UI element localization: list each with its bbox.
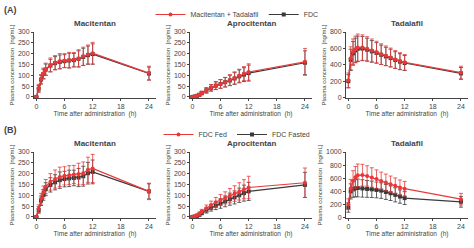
- svg-text:18: 18: [117, 103, 125, 110]
- svg-text:Time after administration (h): Time after administration (h): [366, 230, 449, 238]
- svg-text:800: 800: [330, 162, 342, 169]
- svg-text:18: 18: [117, 223, 125, 230]
- svg-text:12: 12: [245, 103, 253, 110]
- svg-text:Time after administration (h): Time after administration (h): [54, 110, 137, 118]
- svg-text:18: 18: [273, 223, 281, 230]
- svg-text:Aprocitentan: Aprocitentan: [227, 139, 276, 148]
- svg-text:Macitentan: Macitentan: [74, 19, 116, 28]
- svg-text:6: 6: [63, 223, 67, 230]
- svg-text:200: 200: [18, 50, 30, 57]
- svg-text:6: 6: [219, 103, 223, 110]
- svg-text:250: 250: [18, 159, 30, 166]
- svg-text:18: 18: [429, 103, 437, 110]
- svg-text:Plasma concentration [ng/mL]: Plasma concentration [ng/mL]: [165, 144, 171, 225]
- svg-text:0: 0: [182, 213, 186, 220]
- svg-text:Time after administration (h): Time after administration (h): [366, 110, 449, 118]
- svg-text:200: 200: [174, 170, 186, 177]
- svg-text:50: 50: [178, 203, 186, 210]
- svg-text:0: 0: [34, 103, 38, 110]
- svg-text:24: 24: [301, 103, 309, 110]
- svg-text:0: 0: [34, 223, 38, 230]
- svg-text:150: 150: [18, 181, 30, 188]
- svg-text:300: 300: [174, 28, 186, 35]
- svg-text:0: 0: [26, 213, 30, 220]
- svg-text:Tadalafil: Tadalafil: [391, 139, 423, 148]
- svg-text:12: 12: [401, 103, 409, 110]
- svg-text:6: 6: [219, 223, 223, 230]
- svg-text:Time after administration (h): Time after administration (h): [210, 110, 293, 118]
- svg-text:0: 0: [346, 223, 350, 230]
- svg-text:400: 400: [330, 61, 342, 68]
- svg-text:FDC: FDC: [304, 11, 318, 18]
- svg-text:Tadalafil: Tadalafil: [391, 19, 423, 28]
- svg-text:0: 0: [338, 94, 342, 101]
- svg-text:400: 400: [330, 188, 342, 195]
- svg-text:Time after administration (h): Time after administration (h): [54, 230, 137, 238]
- svg-text:6: 6: [375, 103, 379, 110]
- svg-text:12: 12: [89, 223, 97, 230]
- svg-text:Plasma concentration [ng/mL]: Plasma concentration [ng/mL]: [317, 144, 323, 225]
- svg-text:FDC Fasted: FDC Fasted: [272, 131, 310, 138]
- svg-text:150: 150: [174, 61, 186, 68]
- svg-text:200: 200: [330, 78, 342, 85]
- svg-text:250: 250: [18, 39, 30, 46]
- svg-text:100: 100: [18, 192, 30, 199]
- svg-text:50: 50: [22, 203, 30, 210]
- svg-text:24: 24: [145, 103, 153, 110]
- svg-text:12: 12: [245, 223, 253, 230]
- svg-text:24: 24: [301, 223, 309, 230]
- svg-text:6: 6: [375, 223, 379, 230]
- svg-text:150: 150: [18, 61, 30, 68]
- svg-text:250: 250: [174, 39, 186, 46]
- svg-text:24: 24: [145, 223, 153, 230]
- svg-text:100: 100: [18, 72, 30, 79]
- svg-text:Plasma concentration [ng/mL]: Plasma concentration [ng/mL]: [9, 144, 15, 225]
- svg-text:18: 18: [429, 223, 437, 230]
- svg-text:Plasma concentration [ng/mL]: Plasma concentration [ng/mL]: [165, 24, 171, 105]
- svg-text:200: 200: [174, 50, 186, 57]
- svg-text:50: 50: [178, 83, 186, 90]
- svg-text:Time after administration (h): Time after administration (h): [210, 230, 293, 238]
- svg-text:300: 300: [174, 148, 186, 155]
- svg-text:1000: 1000: [326, 148, 342, 155]
- svg-text:50: 50: [22, 83, 30, 90]
- svg-text:Macitentan: Macitentan: [74, 139, 116, 148]
- svg-text:200: 200: [18, 170, 30, 177]
- svg-text:100: 100: [174, 72, 186, 79]
- svg-text:0: 0: [346, 103, 350, 110]
- svg-text:24: 24: [457, 103, 465, 110]
- svg-text:Plasma concentration [ng/mL]: Plasma concentration [ng/mL]: [9, 24, 15, 105]
- svg-text:800: 800: [330, 28, 342, 35]
- svg-text:24: 24: [457, 223, 465, 230]
- svg-text:12: 12: [89, 103, 97, 110]
- svg-text:0: 0: [26, 93, 30, 100]
- svg-text:18: 18: [273, 103, 281, 110]
- svg-text:(B): (B): [4, 125, 17, 135]
- svg-text:600: 600: [330, 175, 342, 182]
- svg-text:Aprocitentan: Aprocitentan: [227, 19, 276, 28]
- svg-text:600: 600: [330, 45, 342, 52]
- svg-text:Macitentan + Tadalafil: Macitentan + Tadalafil: [191, 11, 259, 18]
- svg-text:200: 200: [330, 201, 342, 208]
- svg-text:Plasma concentration [ng/mL]: Plasma concentration [ng/mL]: [321, 24, 327, 105]
- svg-text:(A): (A): [4, 5, 17, 15]
- svg-text:0: 0: [190, 103, 194, 110]
- svg-text:0: 0: [190, 223, 194, 230]
- svg-text:6: 6: [63, 103, 67, 110]
- svg-text:FDC Fed: FDC Fed: [199, 131, 228, 138]
- svg-text:0: 0: [338, 214, 342, 221]
- svg-text:12: 12: [401, 223, 409, 230]
- svg-text:100: 100: [174, 192, 186, 199]
- svg-text:0: 0: [182, 93, 186, 100]
- svg-text:300: 300: [18, 148, 30, 155]
- svg-text:250: 250: [174, 159, 186, 166]
- svg-text:300: 300: [18, 28, 30, 35]
- svg-text:150: 150: [174, 181, 186, 188]
